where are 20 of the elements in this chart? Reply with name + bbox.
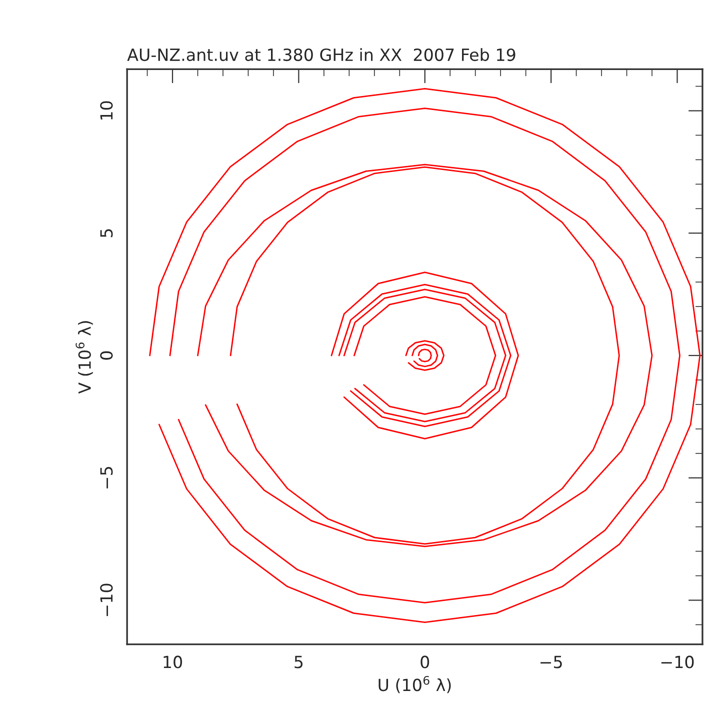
x-tick-label: 0 <box>420 656 430 668</box>
line-series <box>418 348 432 362</box>
y-tick-label: −5 <box>100 467 113 488</box>
y-tick-label: 5 <box>100 229 113 238</box>
x-tick-label: 10 <box>164 656 182 668</box>
y-axis-title: V (10$^{6}$ λ) <box>76 321 93 394</box>
line-series <box>405 340 444 371</box>
y-tick-label: −10 <box>100 584 113 616</box>
x-tick-label: −5 <box>540 656 562 668</box>
line-series <box>197 164 653 548</box>
x-tick-label: 5 <box>294 656 303 668</box>
line-series <box>230 166 620 545</box>
chart-title: AU-NZ.ant.uv at 1.380 GHz in XX 2007 Feb 19 <box>127 48 516 62</box>
x-axis-title: U (10$^{6}$ λ) <box>378 676 451 694</box>
y-tick-label: 10 <box>100 101 113 120</box>
line-series <box>330 272 519 440</box>
line-series <box>412 344 438 368</box>
y-tick-label: 0 <box>100 351 113 360</box>
line-series <box>354 296 496 415</box>
x-tick-label: −10 <box>661 656 694 668</box>
